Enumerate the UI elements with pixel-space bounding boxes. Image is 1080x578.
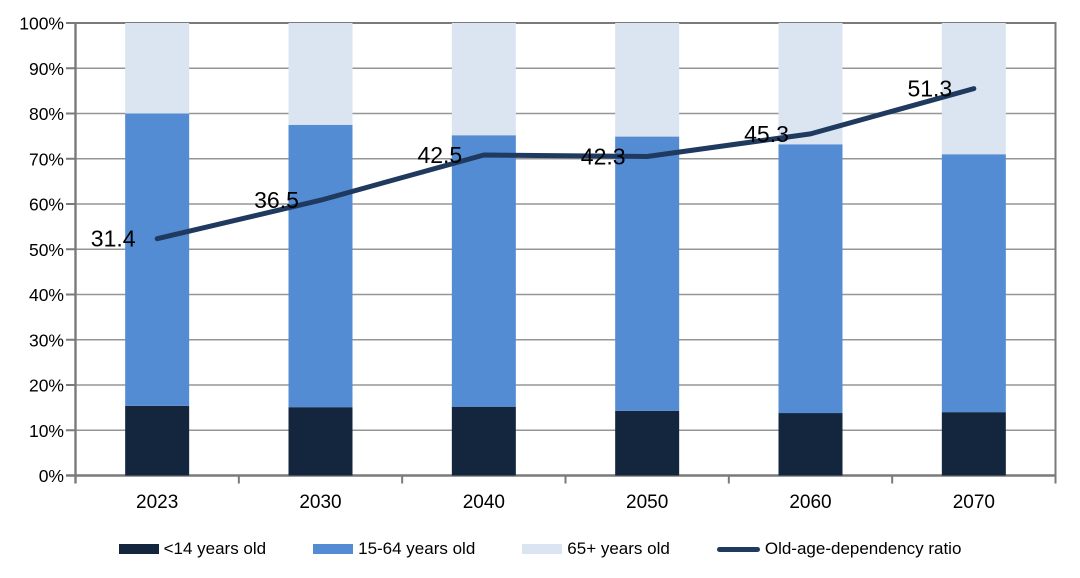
x-tick-label-2040: 2040	[463, 492, 505, 513]
axes	[66, 22, 1057, 484]
legend-item-15-64: 15-64 years old	[313, 539, 475, 559]
line-data-labels: 31.4 36.5 42.5 42.3 45.3 51.3	[91, 76, 952, 252]
legend-swatch-15-64-icon	[313, 544, 354, 554]
y-tick-label: 80%	[29, 104, 64, 124]
bar-segment-2023-s0	[125, 405, 190, 476]
legend-label-oadr: Old-age-dependency ratio	[764, 539, 962, 558]
bar-group-2030	[288, 23, 353, 476]
y-tick-label: 90%	[29, 59, 64, 79]
bar-segment-2060-s1	[778, 144, 843, 414]
legend-item-oadr: Old-age-dependency ratio	[716, 539, 962, 559]
y-axis-labels: 0% 10% 20% 30% 40% 50% 60% 70% 80% 90% 100%	[19, 14, 64, 487]
plot-border	[66, 22, 1057, 476]
bar-group-2040	[451, 23, 516, 476]
legend-swatch-65-plus-icon	[522, 544, 563, 554]
chart-legend: <14 years old 15-64 years old 65+ years ol…	[0, 536, 1080, 562]
gridlines	[75, 67, 1056, 432]
data-label-2060: 45.3	[744, 121, 789, 147]
x-tick-label-2060: 2060	[789, 492, 831, 513]
legend-swatch-oadr-icon	[716, 546, 760, 552]
data-label-2050: 42.3	[581, 143, 626, 169]
x-axis-labels: 2023 2030 2040 2050 2060 2070	[136, 492, 995, 513]
bar-segment-2030-s0	[288, 407, 353, 476]
bar-segment-2060-s2	[778, 23, 843, 145]
legend-label-under-14: <14 years old	[163, 539, 267, 558]
bar-segment-2030-s2	[288, 23, 353, 125]
x-tick-label-2030: 2030	[299, 492, 341, 513]
y-tick-label: 30%	[29, 330, 64, 350]
x-tick-label-2050: 2050	[626, 492, 668, 513]
bar-group-2060	[778, 23, 843, 476]
bar-segment-2040-s0	[451, 406, 516, 476]
legend-label-15-64: 15-64 years old	[358, 539, 476, 558]
data-label-2023: 31.4	[91, 226, 136, 252]
y-tick-label: 100%	[19, 14, 64, 34]
data-label-2040: 42.5	[417, 142, 462, 168]
bar-segment-2070-s0	[941, 412, 1006, 476]
bar-segment-2050-s0	[615, 410, 680, 476]
y-tick-label: 60%	[29, 195, 64, 215]
bar-segment-2060-s0	[778, 413, 843, 476]
bar-segment-2070-s1	[941, 154, 1006, 413]
old-age-dependency-line	[154, 86, 977, 242]
legend-swatch-under-14-icon	[118, 544, 159, 554]
bar-segment-2030-s1	[288, 124, 353, 408]
bar-segment-2023-s2	[125, 23, 190, 114]
y-tick-label: 10%	[29, 421, 64, 441]
y-tick-label: 40%	[29, 285, 64, 305]
x-tick-label-2070: 2070	[953, 492, 995, 513]
bar-segment-2023-s1	[125, 113, 190, 406]
bar-segment-2050-s2	[615, 23, 680, 137]
y-tick-label: 50%	[29, 240, 64, 260]
bar-segment-2040-s1	[451, 135, 516, 407]
bar-group-2023	[125, 23, 190, 476]
data-label-2030: 36.5	[254, 187, 299, 213]
legend-item-under-14: <14 years old	[118, 539, 267, 559]
y-tick-label: 20%	[29, 376, 64, 396]
bar-group-2050	[615, 23, 680, 476]
y-tick-label: 70%	[29, 149, 64, 169]
y-tick-label: 0%	[39, 466, 64, 486]
bar-segment-2040-s2	[451, 23, 516, 136]
legend-label-65-plus: 65+ years old	[567, 539, 670, 558]
x-tick-label-2023: 2023	[136, 492, 178, 513]
data-label-2070: 51.3	[907, 76, 952, 102]
bar-segment-2050-s1	[615, 136, 680, 411]
legend-item-65-plus: 65+ years old	[522, 539, 670, 559]
